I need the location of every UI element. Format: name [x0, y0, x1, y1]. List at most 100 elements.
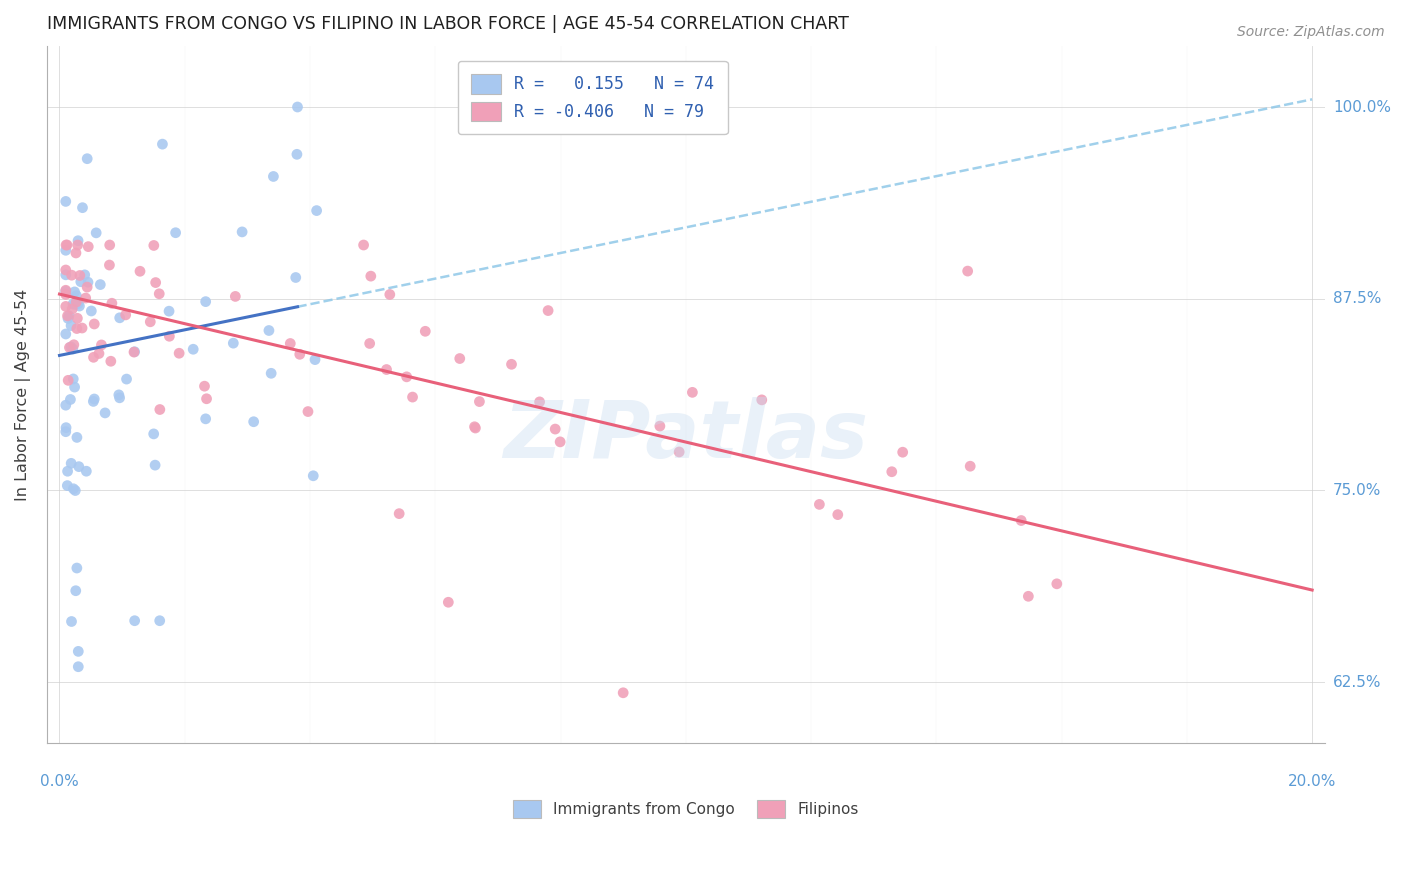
Point	[114, 308, 136, 322]
Point	[80, 304, 103, 318]
Text: 75.0%: 75.0%	[1333, 483, 1381, 498]
Point	[143, 458, 166, 472]
Point	[124, 614, 146, 628]
Point	[288, 347, 311, 361]
Text: 20.0%: 20.0%	[1288, 774, 1336, 789]
Point	[751, 392, 773, 407]
Point	[67, 234, 90, 248]
Point	[959, 459, 981, 474]
Point	[55, 283, 77, 297]
Point	[67, 644, 90, 658]
Point	[668, 445, 690, 459]
Legend: Immigrants from Congo, Filipinos: Immigrants from Congo, Filipinos	[508, 794, 865, 824]
Point	[145, 276, 167, 290]
Point	[56, 311, 79, 326]
Point	[1046, 577, 1069, 591]
Point	[56, 373, 79, 387]
Point	[55, 425, 77, 439]
Point	[278, 336, 301, 351]
Point	[165, 226, 187, 240]
Point	[76, 152, 98, 166]
Point	[1010, 514, 1032, 528]
Point	[76, 280, 98, 294]
Point	[56, 309, 79, 323]
Point	[62, 297, 84, 311]
Point	[304, 352, 326, 367]
Point	[260, 367, 283, 381]
Point	[108, 310, 131, 325]
Point	[60, 456, 83, 470]
Point	[65, 583, 87, 598]
Point	[891, 445, 914, 459]
Point	[55, 263, 77, 277]
Point	[98, 238, 121, 252]
Text: ZIPatlas: ZIPatlas	[503, 398, 869, 475]
Point	[83, 392, 105, 406]
Point	[70, 321, 93, 335]
Point	[55, 398, 77, 412]
Point	[157, 304, 180, 318]
Point	[67, 459, 90, 474]
Point	[87, 346, 110, 360]
Point	[195, 392, 218, 406]
Text: IMMIGRANTS FROM CONGO VS FILIPINO IN LABOR FORCE | AGE 45-54 CORRELATION CHART: IMMIGRANTS FROM CONGO VS FILIPINO IN LAB…	[46, 15, 849, 33]
Point	[65, 246, 87, 260]
Text: 62.5%: 62.5%	[1333, 674, 1382, 690]
Point	[62, 342, 84, 356]
Text: 87.5%: 87.5%	[1333, 291, 1381, 306]
Point	[75, 464, 97, 478]
Point	[82, 394, 104, 409]
Point	[101, 296, 124, 310]
Point	[437, 595, 460, 609]
Point	[62, 372, 84, 386]
Point	[67, 659, 90, 673]
Point	[56, 478, 79, 492]
Point	[66, 321, 89, 335]
Point	[181, 343, 204, 357]
Point	[55, 287, 77, 301]
Point	[544, 422, 567, 436]
Point	[66, 430, 89, 444]
Point	[827, 508, 849, 522]
Point	[65, 295, 87, 310]
Point	[149, 614, 172, 628]
Point	[69, 268, 91, 283]
Point	[548, 434, 571, 449]
Point	[285, 147, 308, 161]
Point	[537, 303, 560, 318]
Point	[360, 269, 382, 284]
Point	[108, 391, 131, 405]
Point	[956, 264, 979, 278]
Point	[501, 357, 523, 371]
Point	[72, 201, 94, 215]
Point	[55, 326, 77, 341]
Point	[880, 465, 903, 479]
Point	[77, 275, 100, 289]
Point	[124, 344, 146, 359]
Point	[464, 419, 486, 434]
Point	[83, 317, 105, 331]
Point	[63, 380, 86, 394]
Point	[100, 354, 122, 368]
Point	[90, 338, 112, 352]
Point	[449, 351, 471, 366]
Point	[77, 239, 100, 253]
Point	[305, 203, 328, 218]
Point	[378, 287, 401, 301]
Point	[129, 264, 152, 278]
Point	[98, 258, 121, 272]
Point	[122, 345, 145, 359]
Point	[55, 194, 77, 209]
Point	[401, 390, 423, 404]
Point	[224, 289, 246, 303]
Point	[464, 421, 486, 435]
Point	[58, 341, 80, 355]
Point	[89, 277, 111, 292]
Point	[231, 225, 253, 239]
Point	[83, 351, 105, 365]
Point	[287, 100, 309, 114]
Point	[115, 372, 138, 386]
Point	[67, 299, 90, 313]
Point	[297, 404, 319, 418]
Point	[612, 686, 634, 700]
